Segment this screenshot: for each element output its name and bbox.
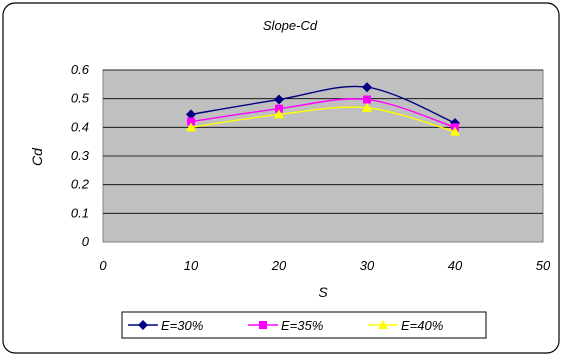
legend-item: E=30% [128,318,203,333]
data-point [363,95,371,104]
legend-marker [259,321,267,329]
legend-marker [138,320,148,330]
legend-item: E=40% [368,318,443,333]
y-axis-ticks: 0 0.1 0.2 0.3 0.4 0.5 0.6 [71,62,90,249]
grid-lines [103,69,543,214]
y-tick-label: 0.2 [71,177,90,192]
series-line [190,106,456,133]
series-E=30% [186,82,460,129]
y-axis-title: Cd [29,147,45,166]
chart-title: Slope-Cd [263,18,318,33]
data-point [186,109,196,120]
data-point [275,104,283,113]
data-point [186,122,196,132]
y-tick-label: 0.1 [71,205,89,220]
x-tick-label: 40 [448,258,463,273]
legend-label: E=40% [401,318,443,333]
x-tick-label: 30 [360,258,375,273]
data-point [362,82,372,93]
y-tick-label: 0.4 [71,119,89,134]
x-tick-label: 0 [99,258,107,273]
data-point [362,102,372,112]
data-point [274,94,284,105]
x-tick-label: 10 [184,258,199,273]
data-point [274,109,284,119]
legend: E=30% E=35% E=40% [128,318,443,333]
series-line [190,85,456,124]
data-point [450,126,460,136]
series-E=40% [186,102,460,136]
legend-box [121,311,487,339]
legend-label: E=35% [281,318,323,333]
x-axis-title: S [318,284,328,300]
y-tick-label: 0.5 [71,91,90,106]
y-tick-label: 0.6 [71,62,90,77]
y-tick-label: 0.3 [71,148,90,163]
legend-marker [378,320,388,329]
series-line [190,98,456,129]
y-tick-label: 0 [82,234,90,249]
data-point [450,118,460,129]
x-axis-ticks: 0 10 20 30 40 50 [99,258,551,273]
data-point [187,117,195,126]
legend-item: E=35% [248,318,323,333]
x-tick-label: 20 [271,258,287,273]
legend-label: E=30% [161,318,203,333]
series-layer [186,82,460,136]
x-tick-label: 50 [536,258,551,273]
